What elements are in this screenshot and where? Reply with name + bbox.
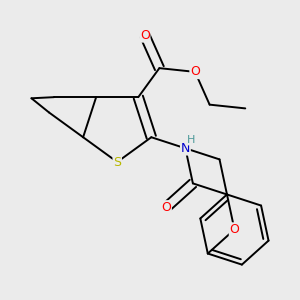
Text: O: O: [161, 201, 171, 214]
Text: O: O: [230, 223, 239, 236]
Text: S: S: [113, 155, 121, 169]
Text: O: O: [190, 65, 200, 78]
Text: N: N: [181, 142, 190, 155]
Text: O: O: [140, 29, 150, 42]
Text: H: H: [187, 135, 195, 145]
